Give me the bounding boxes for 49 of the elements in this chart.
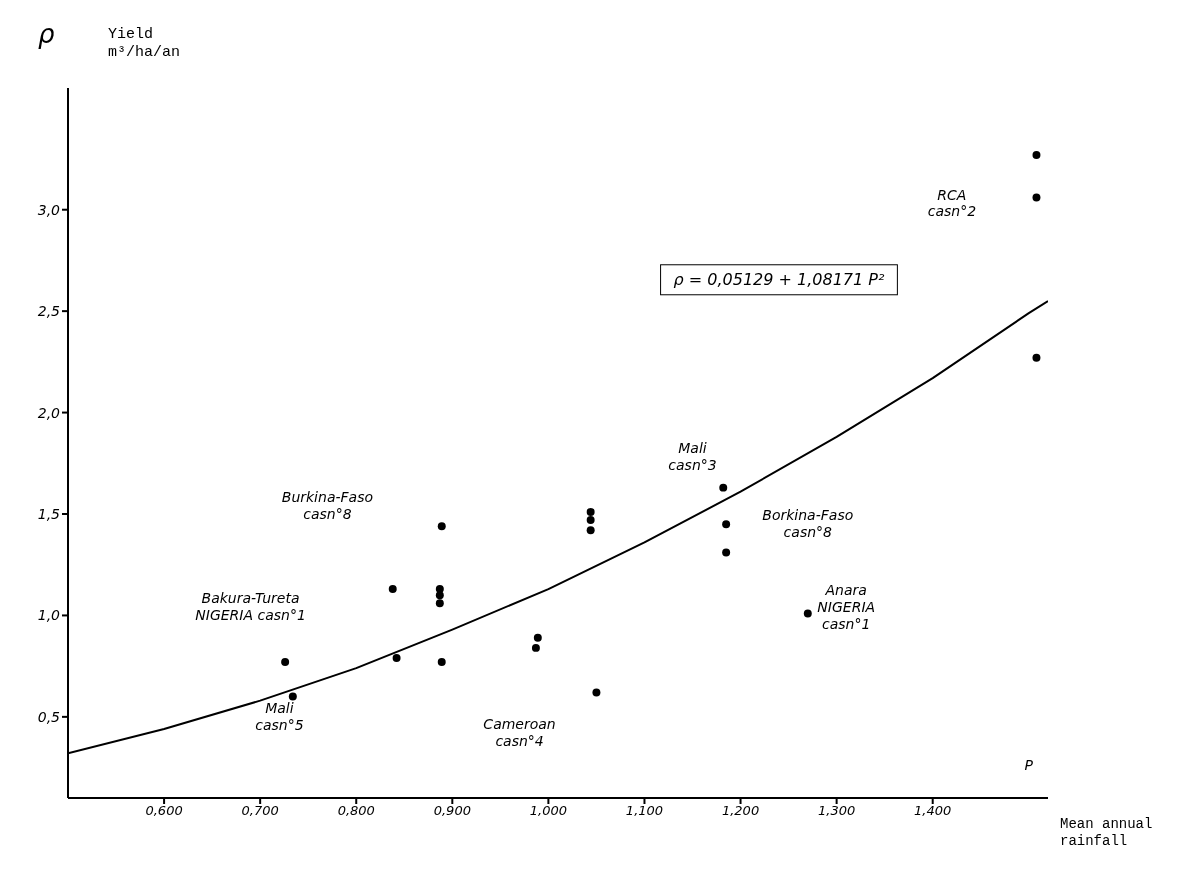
annotation: Borkina-Faso casn°8 [762,507,854,540]
point [437,522,446,531]
annotation: Burkina-Faso casn°8 [281,488,374,522]
point [592,688,601,697]
point [586,526,595,535]
x-tick-label: 0,800 [337,803,375,819]
point [722,548,731,557]
y-tick-label: 1,5 [37,505,61,522]
x-tick-label: 0,700 [241,803,279,819]
point [1032,150,1041,159]
point [392,654,401,663]
point [437,658,446,667]
x-tick-label: 0,600 [145,803,183,819]
x-tick-label: 1,200 [721,803,760,819]
annotation: Mali casn°5 [255,699,304,733]
point [533,633,542,642]
point [719,483,728,492]
annotation: Cameroan casn°4 [483,716,556,749]
y-tick-label: 3,0 [37,201,61,218]
point [586,507,595,516]
annotation: Anara NIGERIA casn°1 [817,582,876,632]
point [586,516,595,525]
point [1032,193,1041,202]
y-tick-label: 0,5 [37,708,61,725]
point [803,609,812,618]
y-tick-label: 2,0 [37,404,61,421]
x-tick-label: 1,300 [818,803,856,819]
annotation: ρ = 0,05129 + 1,08171 P² [673,269,885,289]
y-tick-label: 2,5 [37,303,61,320]
annotation: P [1024,756,1034,773]
point [435,599,444,608]
x-tick-label: 1,100 [625,803,664,819]
x-tick-label: 1,000 [529,803,567,819]
x-tick-label: 0,900 [433,803,471,819]
annotation: RCA casn°2 [927,186,977,220]
point [288,692,297,701]
point [531,643,540,652]
point [281,658,290,667]
point [435,591,444,600]
annotation: Bakura-Tureta NIGERIA casn°1 [195,590,306,624]
text: ρ [38,19,55,49]
point [388,585,397,594]
point [1032,353,1041,362]
x-axis-title: Mean annual rainfall [1060,816,1153,849]
y-axis-title: Yield m³/ha/an [108,26,181,61]
y-tick-label: 1,0 [37,607,61,624]
annotation: Mali casn°3 [668,440,717,473]
point [722,520,731,529]
x-tick-label: 1,400 [914,803,952,819]
